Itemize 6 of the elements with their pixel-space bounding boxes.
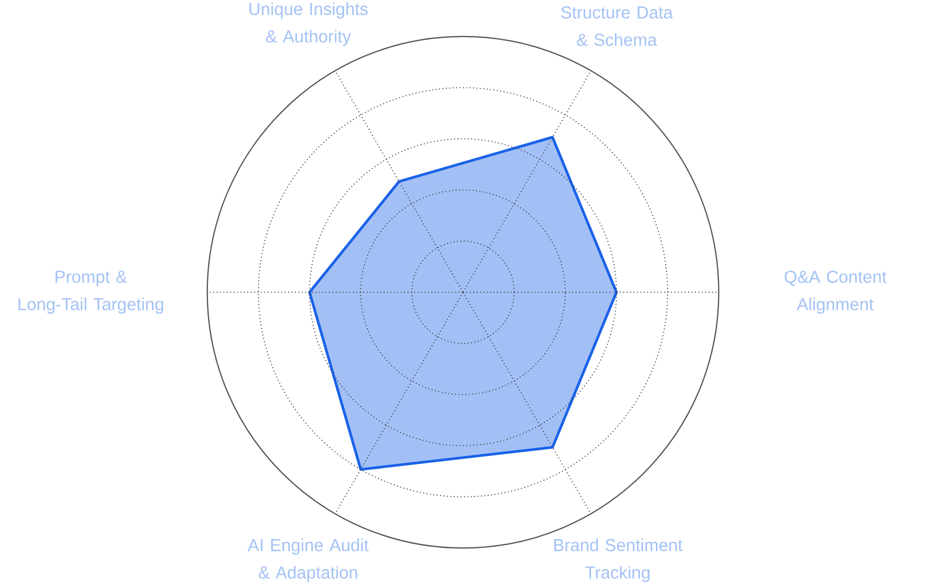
spoke-label: Structure Data & Schema: [561, 6, 673, 46]
spoke-label: Unique Insights & Authority: [249, 2, 368, 46]
spoke-label: AI Engine Audit & Adaptation: [248, 538, 369, 582]
spoke-label: Brand Sentiment Tracking: [554, 538, 682, 582]
spoke-label: Q&A Content Alignment: [784, 270, 887, 314]
spoke-label: Prompt & Long-Tail Targeting: [18, 271, 164, 314]
